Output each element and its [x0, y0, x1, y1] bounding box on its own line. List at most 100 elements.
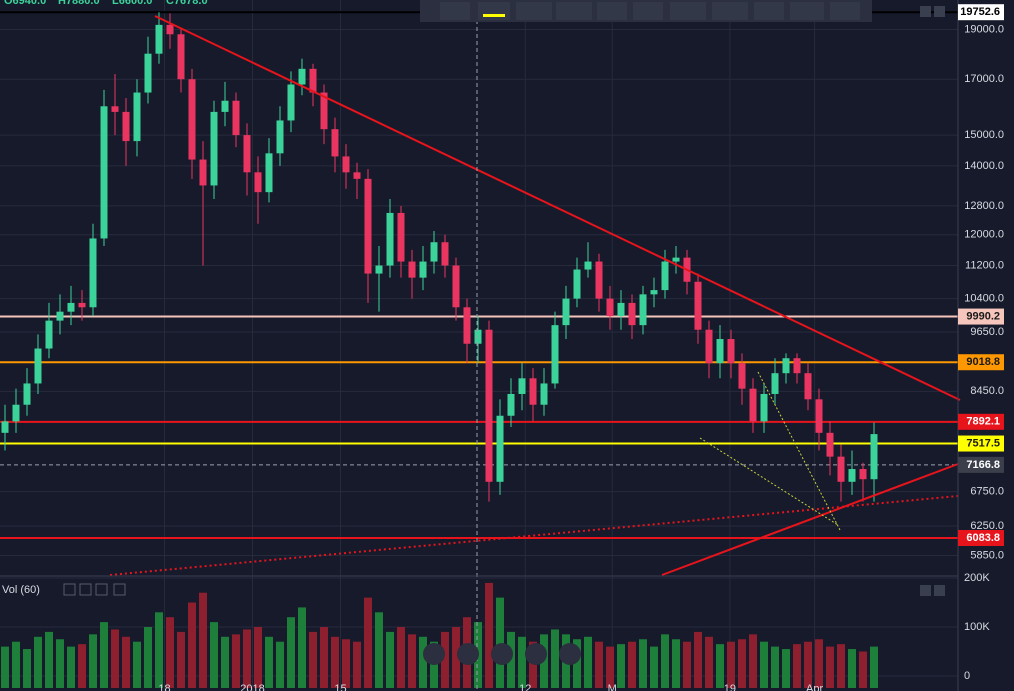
pane-button[interactable] [79, 583, 92, 596]
volume-bar [397, 627, 405, 688]
volume-bar [133, 641, 141, 688]
candle-body [166, 24, 174, 35]
candle-body [573, 269, 581, 299]
volume-bar [782, 649, 790, 688]
candle-body [639, 294, 647, 326]
candle-body [804, 373, 812, 400]
level-label: 9990.2 [966, 310, 1000, 322]
volume-bar [815, 639, 823, 688]
volume-bar [265, 636, 273, 688]
volume-bar [661, 634, 669, 688]
level-label: 9018.8 [966, 356, 1000, 368]
tool-button[interactable] [478, 2, 510, 20]
tool-button[interactable] [516, 2, 552, 20]
candle-body [705, 329, 713, 364]
candle-body [584, 261, 592, 270]
volume-bar [870, 646, 878, 688]
volume-bar [364, 597, 372, 688]
ohlc-legend: O6940.0 H7880.0 L6600.0 C7678.0 [4, 0, 208, 7]
volume-tick-label: 200K [964, 572, 990, 584]
y-tick-label: 17000.0 [964, 73, 1004, 85]
volume-bar [254, 627, 262, 688]
nav-button[interactable] [559, 643, 581, 665]
tool-button[interactable] [754, 2, 784, 20]
y-tick-label: 12800.0 [964, 200, 1004, 212]
x-tick-label: 19 [724, 683, 736, 691]
volume-bar [727, 641, 735, 688]
nav-button[interactable] [491, 643, 513, 665]
volume-bar [100, 622, 108, 688]
candle-body [430, 242, 438, 262]
candle-body [540, 383, 548, 405]
candle-body [419, 261, 427, 278]
candle-body [177, 34, 185, 80]
volume-bar [496, 597, 504, 688]
tool-button[interactable] [597, 2, 627, 20]
candle-body [672, 257, 680, 262]
tool-button[interactable] [633, 2, 663, 20]
candle-body [628, 302, 636, 326]
pane-button[interactable] [920, 6, 931, 17]
candle-body [815, 399, 823, 433]
candle-body [485, 329, 493, 482]
level-label-bg [958, 530, 1004, 547]
candle-body [331, 129, 339, 157]
pane-button[interactable] [934, 585, 945, 596]
tool-button[interactable] [556, 2, 592, 20]
volume-bar [45, 631, 53, 688]
candle-body [12, 404, 20, 422]
volume-bar [408, 634, 416, 688]
nav-button[interactable] [423, 643, 445, 665]
pane-button[interactable] [113, 583, 126, 596]
pane-button[interactable] [95, 583, 108, 596]
candle-body [276, 120, 284, 154]
x-tick-label: Apr [806, 683, 823, 691]
candle-body [45, 320, 53, 349]
pane-button[interactable] [920, 585, 931, 596]
tool-button[interactable] [712, 2, 748, 20]
ohlc-value: L6600.0 [112, 0, 152, 7]
candle-body [199, 159, 207, 186]
tool-button[interactable] [440, 2, 470, 20]
candle-body [474, 329, 482, 344]
volume-bar [375, 612, 383, 688]
volume-bar [848, 649, 856, 688]
volume-bar [386, 631, 394, 688]
x-tick-label: 2018 [240, 683, 264, 691]
candle-body [518, 378, 526, 394]
y-tick-label: 10400.0 [964, 293, 1004, 305]
volume-bar [573, 639, 581, 688]
pane-button[interactable] [63, 583, 76, 596]
candle-body [452, 265, 460, 308]
level-label-bg [958, 4, 1004, 21]
tool-button[interactable] [670, 2, 706, 20]
pane-button[interactable] [934, 6, 945, 17]
price-axis: 5850.0 6250.0 6750.0 8450.0 9650.0 10400.0 112… [158, 4, 1004, 691]
candle-body [56, 311, 64, 321]
candle-body [133, 92, 141, 142]
volume-bar [276, 641, 284, 688]
candle-body [342, 156, 350, 173]
nav-button[interactable] [457, 643, 479, 665]
volume-bar [716, 644, 724, 688]
candle-body [727, 339, 735, 364]
nav-button[interactable] [525, 643, 547, 665]
volume-bar [1, 646, 9, 688]
x-tick-label: 15 [334, 683, 346, 691]
candle-body [89, 238, 97, 308]
tool-button[interactable] [790, 2, 824, 20]
candle-body [826, 432, 834, 457]
volume-bar [111, 629, 119, 688]
candle-body [397, 212, 405, 262]
candle-body [243, 135, 251, 173]
candle-body [595, 261, 603, 299]
level-label: 19752.6 [960, 6, 1000, 18]
volume-bar [309, 631, 317, 688]
volume-bar [89, 634, 97, 688]
color-swatch [483, 14, 505, 17]
volume-label: Vol (60) [2, 584, 40, 596]
candle-body [661, 261, 669, 291]
tool-button[interactable] [830, 2, 860, 20]
y-tick-label: 6250.0 [970, 520, 1004, 532]
y-tick-label: 11200.0 [965, 259, 1004, 271]
